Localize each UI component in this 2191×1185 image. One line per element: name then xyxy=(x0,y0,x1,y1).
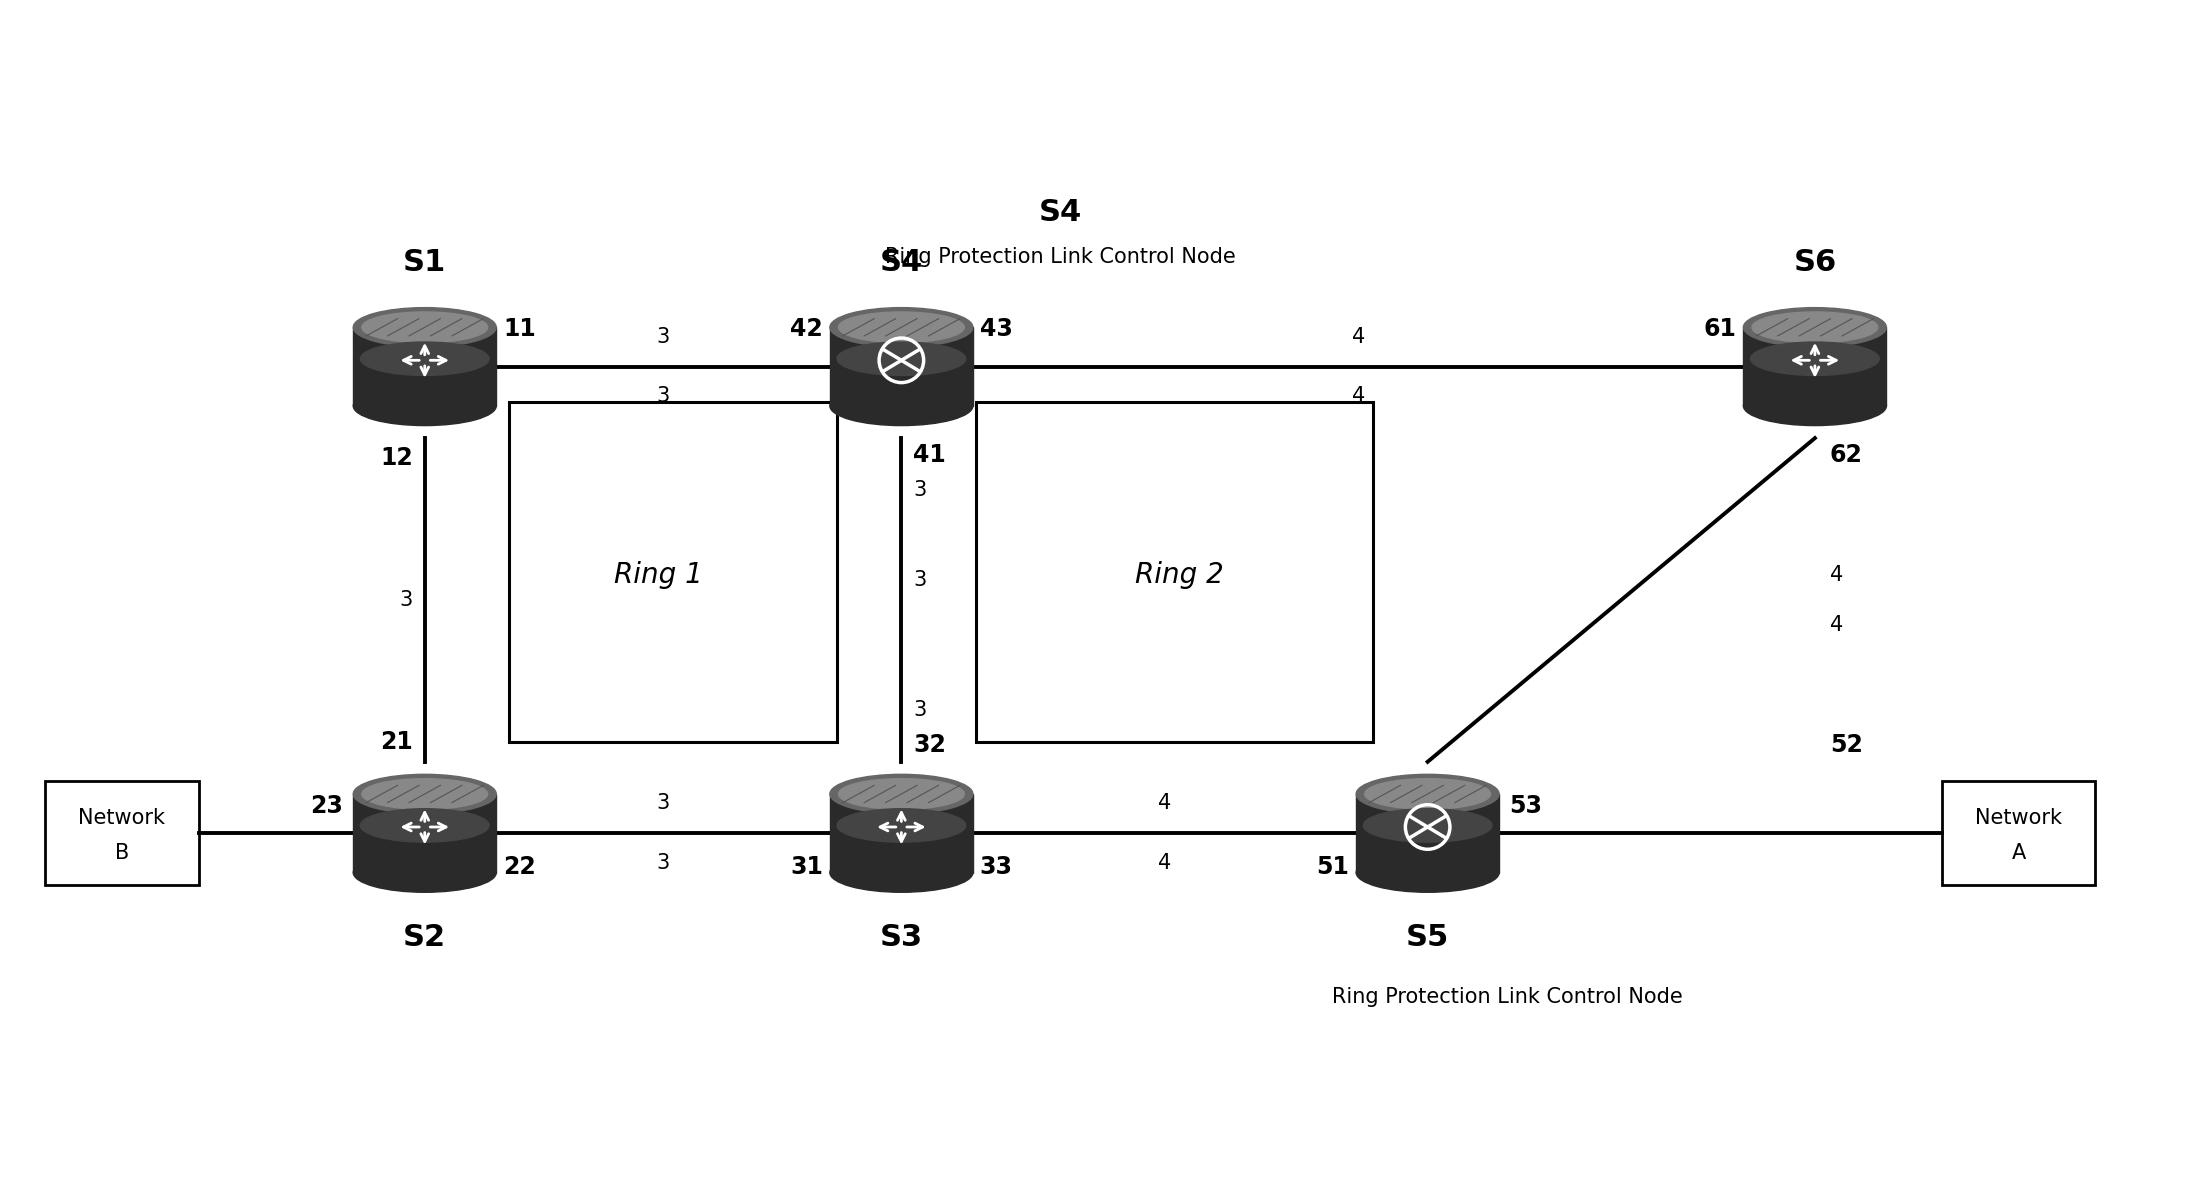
Text: Ring Protection Link Control Node: Ring Protection Link Control Node xyxy=(1332,987,1683,1007)
Text: 3: 3 xyxy=(914,700,927,720)
Ellipse shape xyxy=(353,774,495,814)
Text: 4: 4 xyxy=(1829,565,1843,585)
Bar xyxy=(1744,327,1886,406)
Text: 23: 23 xyxy=(311,794,344,819)
Text: S6: S6 xyxy=(1792,248,1836,277)
Ellipse shape xyxy=(837,808,966,843)
Ellipse shape xyxy=(1753,312,1878,342)
Text: 32: 32 xyxy=(914,732,947,757)
Text: Ring 2: Ring 2 xyxy=(1135,562,1225,589)
Text: S5: S5 xyxy=(1407,923,1448,952)
Bar xyxy=(508,403,837,742)
Text: 31: 31 xyxy=(791,856,824,879)
Ellipse shape xyxy=(830,774,973,814)
Text: 4: 4 xyxy=(1157,853,1172,873)
Ellipse shape xyxy=(359,342,489,376)
Bar xyxy=(975,403,1374,742)
Text: 21: 21 xyxy=(379,730,412,754)
Bar xyxy=(830,327,973,406)
Ellipse shape xyxy=(1751,342,1880,376)
Text: 3: 3 xyxy=(657,853,670,873)
Text: Network: Network xyxy=(79,808,164,828)
Text: 33: 33 xyxy=(979,856,1012,879)
Ellipse shape xyxy=(1744,386,1886,425)
Text: 62: 62 xyxy=(1829,443,1862,467)
Ellipse shape xyxy=(830,308,973,347)
Ellipse shape xyxy=(353,853,495,892)
Text: 4: 4 xyxy=(1352,386,1365,406)
Ellipse shape xyxy=(1356,853,1499,892)
Text: S4: S4 xyxy=(1039,198,1082,228)
Ellipse shape xyxy=(1365,779,1490,809)
Text: Ring 1: Ring 1 xyxy=(613,562,703,589)
Text: 4: 4 xyxy=(1829,615,1843,635)
Ellipse shape xyxy=(362,779,489,809)
Ellipse shape xyxy=(830,853,973,892)
Ellipse shape xyxy=(1744,308,1886,347)
Text: 41: 41 xyxy=(914,443,947,467)
Text: 3: 3 xyxy=(914,570,927,590)
Bar xyxy=(830,794,973,872)
Text: 51: 51 xyxy=(1317,856,1350,879)
Ellipse shape xyxy=(839,779,964,809)
Ellipse shape xyxy=(1363,808,1492,843)
Text: 3: 3 xyxy=(657,327,670,347)
Text: 61: 61 xyxy=(1705,316,1737,341)
Text: 3: 3 xyxy=(657,386,670,406)
Bar xyxy=(353,327,495,406)
Text: 52: 52 xyxy=(1829,732,1862,757)
Ellipse shape xyxy=(353,386,495,425)
Ellipse shape xyxy=(359,808,489,843)
Text: A: A xyxy=(2011,844,2027,863)
Ellipse shape xyxy=(839,312,964,342)
Bar xyxy=(1356,794,1499,872)
Ellipse shape xyxy=(353,308,495,347)
Text: S2: S2 xyxy=(403,923,447,952)
Bar xyxy=(1941,781,2095,885)
Text: 4: 4 xyxy=(1157,794,1172,813)
Text: S3: S3 xyxy=(881,923,922,952)
Text: 3: 3 xyxy=(914,480,927,500)
Bar xyxy=(46,781,199,885)
Text: Network: Network xyxy=(1974,808,2062,828)
Text: B: B xyxy=(114,844,129,863)
Ellipse shape xyxy=(362,312,489,342)
Text: 53: 53 xyxy=(1510,794,1542,819)
Ellipse shape xyxy=(830,386,973,425)
Text: 43: 43 xyxy=(979,316,1012,341)
Text: 12: 12 xyxy=(379,446,412,470)
Text: 4: 4 xyxy=(1352,327,1365,347)
Text: S1: S1 xyxy=(403,248,447,277)
Text: S4: S4 xyxy=(881,248,922,277)
Text: 22: 22 xyxy=(504,856,537,879)
Text: Ring Protection Link Control Node: Ring Protection Link Control Node xyxy=(885,248,1236,268)
Bar xyxy=(353,794,495,872)
Text: 3: 3 xyxy=(657,794,670,813)
Text: 11: 11 xyxy=(504,316,537,341)
Ellipse shape xyxy=(837,342,966,376)
Text: 3: 3 xyxy=(399,590,412,610)
Text: 42: 42 xyxy=(791,316,824,341)
Ellipse shape xyxy=(1356,774,1499,814)
